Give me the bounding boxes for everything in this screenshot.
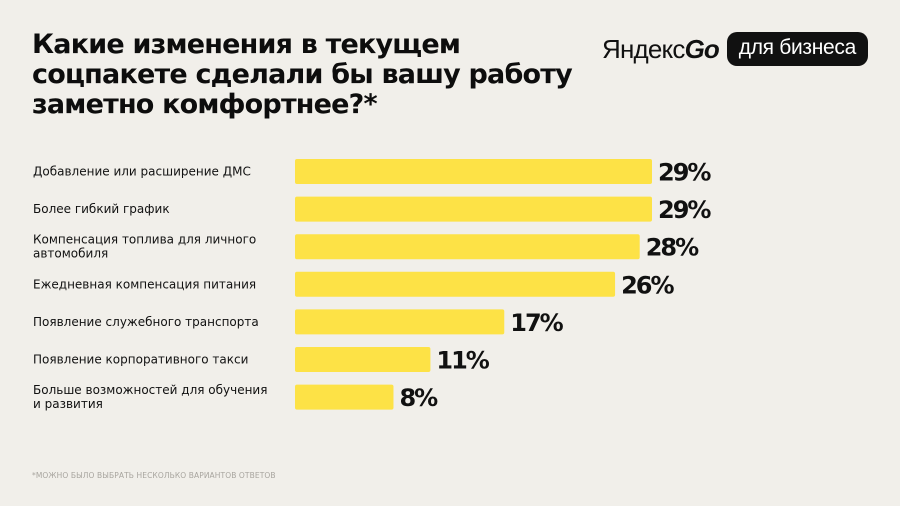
- footnote: *МОЖНО БЫЛО ВЫБРАТЬ НЕСКОЛЬКО ВАРИАНТОВ …: [32, 471, 276, 480]
- bar-2: [295, 196, 652, 222]
- value-label-7: 8%: [399, 384, 438, 412]
- bar-5: [295, 309, 505, 335]
- bar-7: [295, 384, 394, 410]
- category-label-6: Появление корпоративного такси: [33, 353, 248, 367]
- category-label-5: Появление служебного транспорта: [33, 315, 259, 329]
- category-label-1: Добавление или расширение ДМС: [33, 165, 251, 179]
- value-label-4: 26%: [621, 271, 674, 299]
- chart-title: Какие изменения в текущем соцпакете сдел…: [32, 29, 573, 120]
- bar-3: [295, 234, 640, 260]
- value-label-5: 17%: [510, 309, 563, 337]
- bar-6: [295, 347, 431, 372]
- brand-name-go: Go: [684, 33, 720, 64]
- bar-4: [295, 271, 616, 297]
- category-label-2: Более гибкий график: [33, 202, 170, 216]
- brand-badge: для бизнеса: [726, 32, 868, 66]
- category-label-4: Ежедневная компенсация питания: [33, 277, 256, 291]
- value-label-1: 29%: [658, 159, 711, 187]
- brand-logo: ЯндексGo для бизнеса: [602, 32, 868, 66]
- value-label-2: 29%: [658, 196, 711, 224]
- category-label-3: Компенсация топлива для личного автомобил…: [33, 233, 256, 261]
- category-label-7: Больше возможностей для обучения и развит…: [33, 383, 267, 411]
- bar-1: [295, 159, 652, 184]
- brand-name: ЯндексGo: [601, 33, 720, 65]
- value-label-3: 28%: [646, 234, 699, 262]
- value-label-6: 11%: [436, 347, 489, 375]
- brand-name-prefix: Яндекс: [601, 33, 685, 64]
